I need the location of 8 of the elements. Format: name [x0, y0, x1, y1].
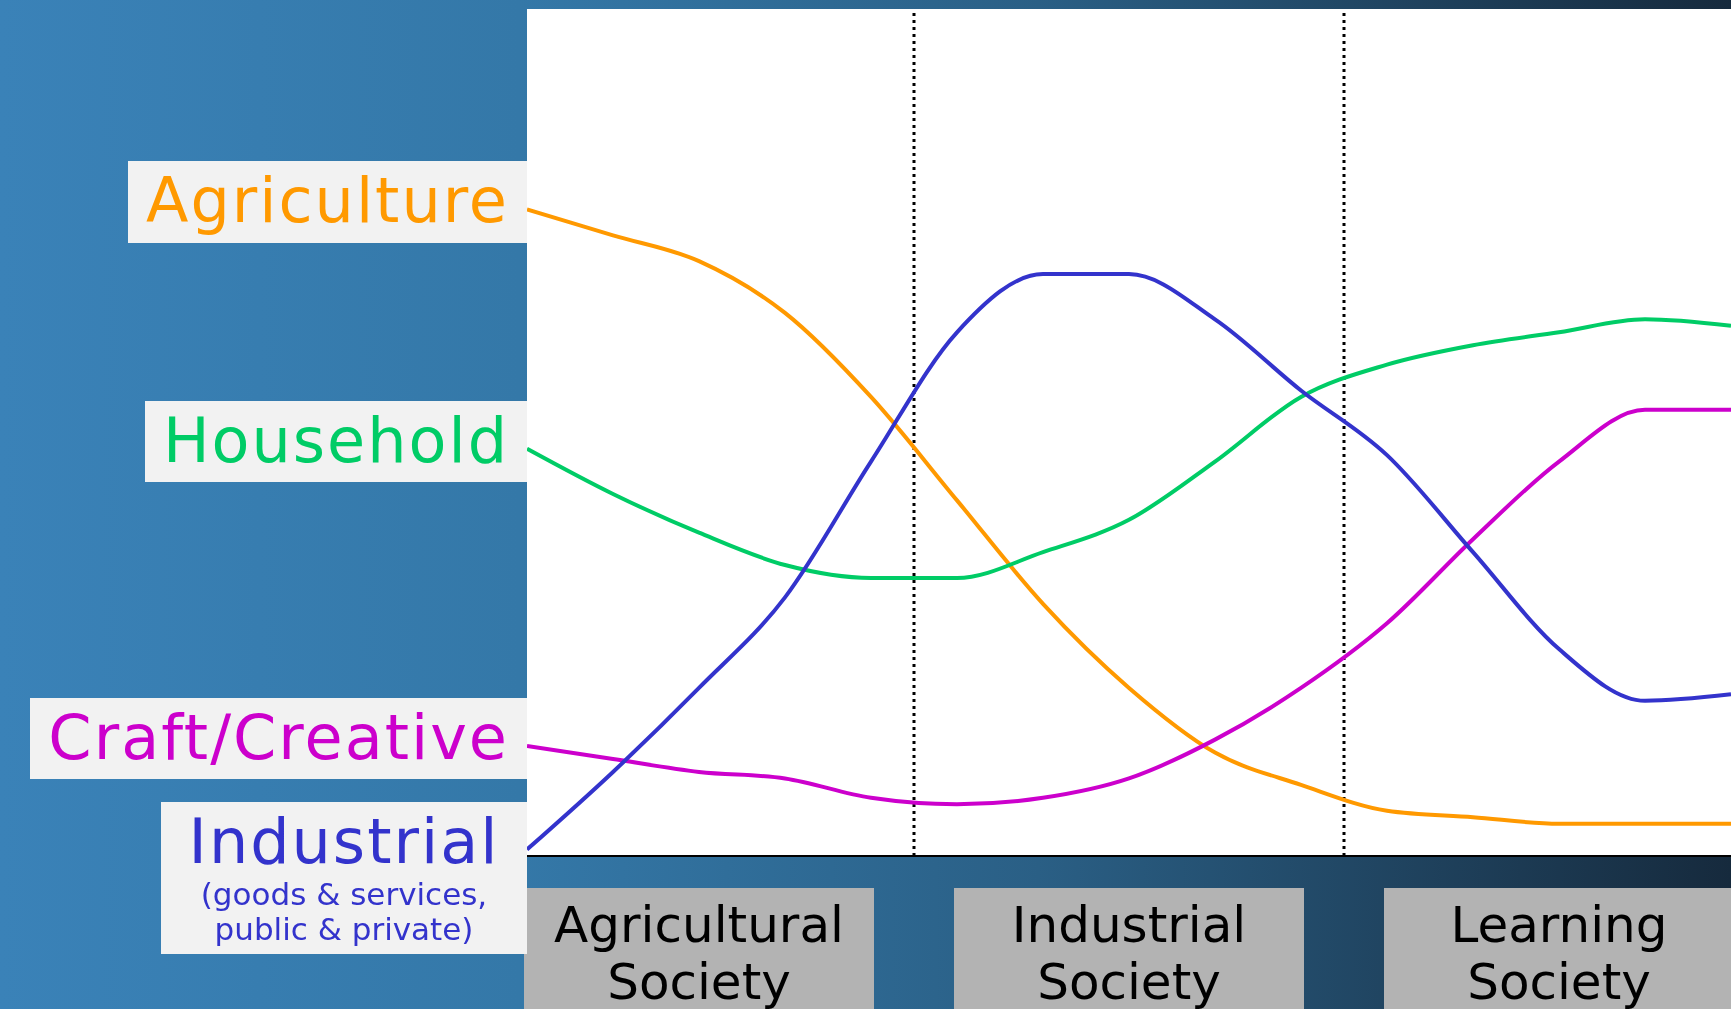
series-label: Craft/Creative	[48, 701, 509, 775]
x-tick-label: Learning Society	[1450, 896, 1668, 1009]
x-tick-label: Industrial Society	[1011, 896, 1247, 1009]
series-label: Agriculture	[146, 164, 509, 238]
x-tick-label: Agricultural Society	[554, 896, 844, 1009]
series-label: Industrial	[187, 804, 501, 878]
series-label: Household	[162, 403, 509, 477]
text: (goods & services, public & private)	[199, 875, 489, 949]
